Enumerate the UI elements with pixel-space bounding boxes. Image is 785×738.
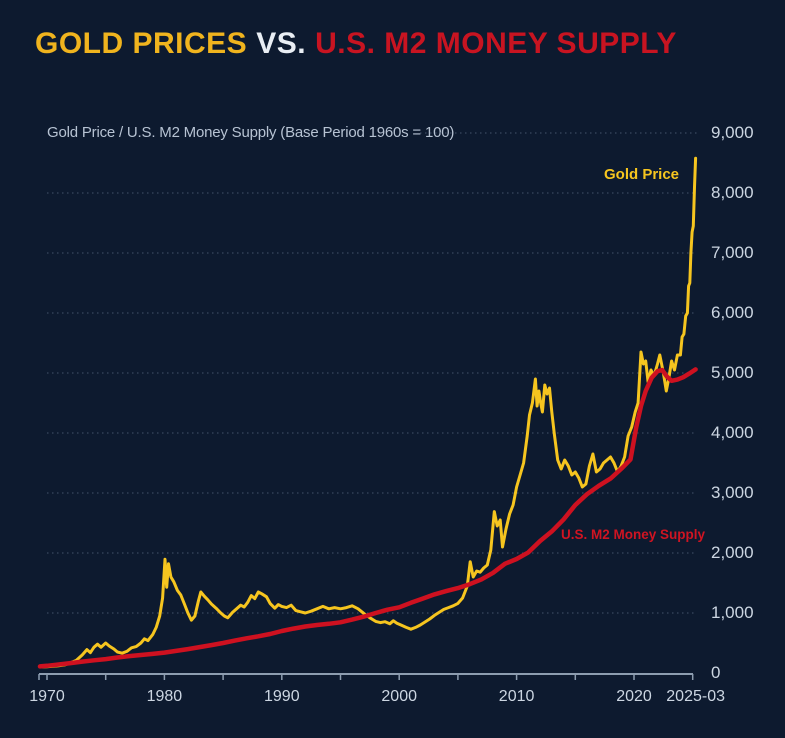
gold-price-line [38, 156, 698, 669]
chart-title: GOLD PRICES VS. U.S. M2 MONEY SUPPLY [35, 27, 677, 61]
m2-money-supply-line [37, 367, 698, 669]
title-vs: VS. [256, 27, 307, 60]
title-m2-money-supply: U.S. M2 MONEY SUPPLY [315, 27, 677, 60]
m2-series-label: U.S. M2 Money Supply [561, 527, 706, 542]
title-gold-prices: GOLD PRICES [35, 27, 248, 60]
gold-price-series-label: Gold Price [604, 166, 680, 183]
axis-caption: Gold Price / U.S. M2 Money Supply (Base … [47, 124, 455, 141]
